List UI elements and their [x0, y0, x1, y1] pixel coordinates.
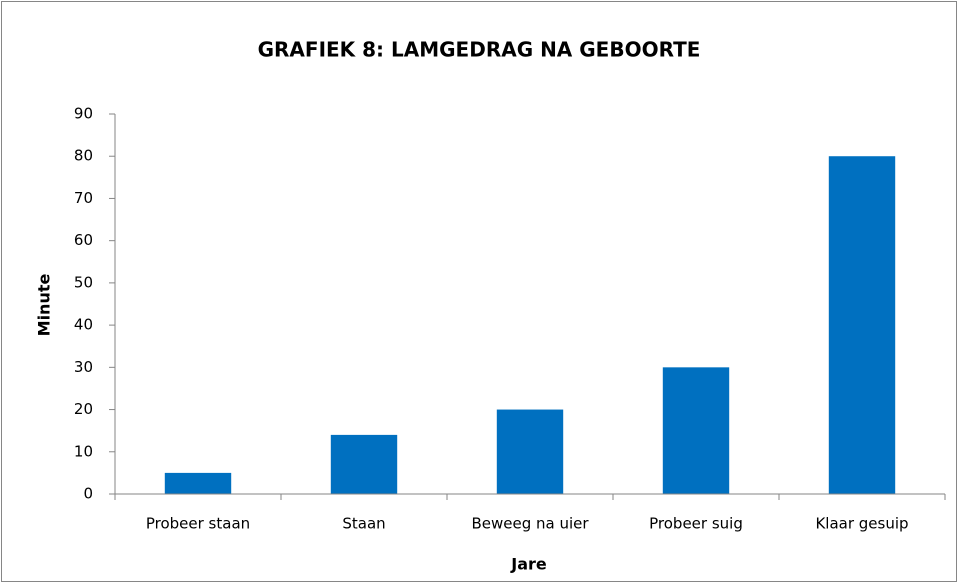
- y-tick-label: 10: [74, 442, 93, 460]
- x-tick-label: Probeer suig: [649, 515, 743, 533]
- x-tick-label: Klaar gesuip: [815, 515, 908, 533]
- bar: [330, 434, 398, 494]
- x-tick-label: Beweeg na uier: [471, 515, 589, 533]
- chart-title: GRAFIEK 8: LAMGEDRAG NA GEBOORTE: [258, 38, 701, 62]
- bar: [828, 156, 896, 494]
- x-axis-label: Jare: [510, 555, 547, 574]
- y-tick-label: 70: [74, 189, 93, 207]
- y-tick-label: 0: [83, 485, 93, 503]
- bar: [164, 472, 232, 494]
- y-tick-label: 90: [74, 105, 93, 123]
- x-tick-label: Staan: [342, 515, 385, 533]
- y-tick-label: 80: [74, 147, 93, 165]
- y-tick-label: 30: [74, 358, 93, 376]
- bar: [662, 367, 730, 494]
- y-tick-label: 60: [74, 231, 93, 249]
- y-tick-label: 20: [74, 400, 93, 418]
- y-tick-label: 40: [74, 316, 93, 334]
- y-axis-label: Minute: [35, 274, 54, 337]
- bar: [496, 409, 564, 494]
- y-tick-label: 50: [74, 273, 93, 291]
- x-tick-label: Probeer staan: [146, 515, 250, 533]
